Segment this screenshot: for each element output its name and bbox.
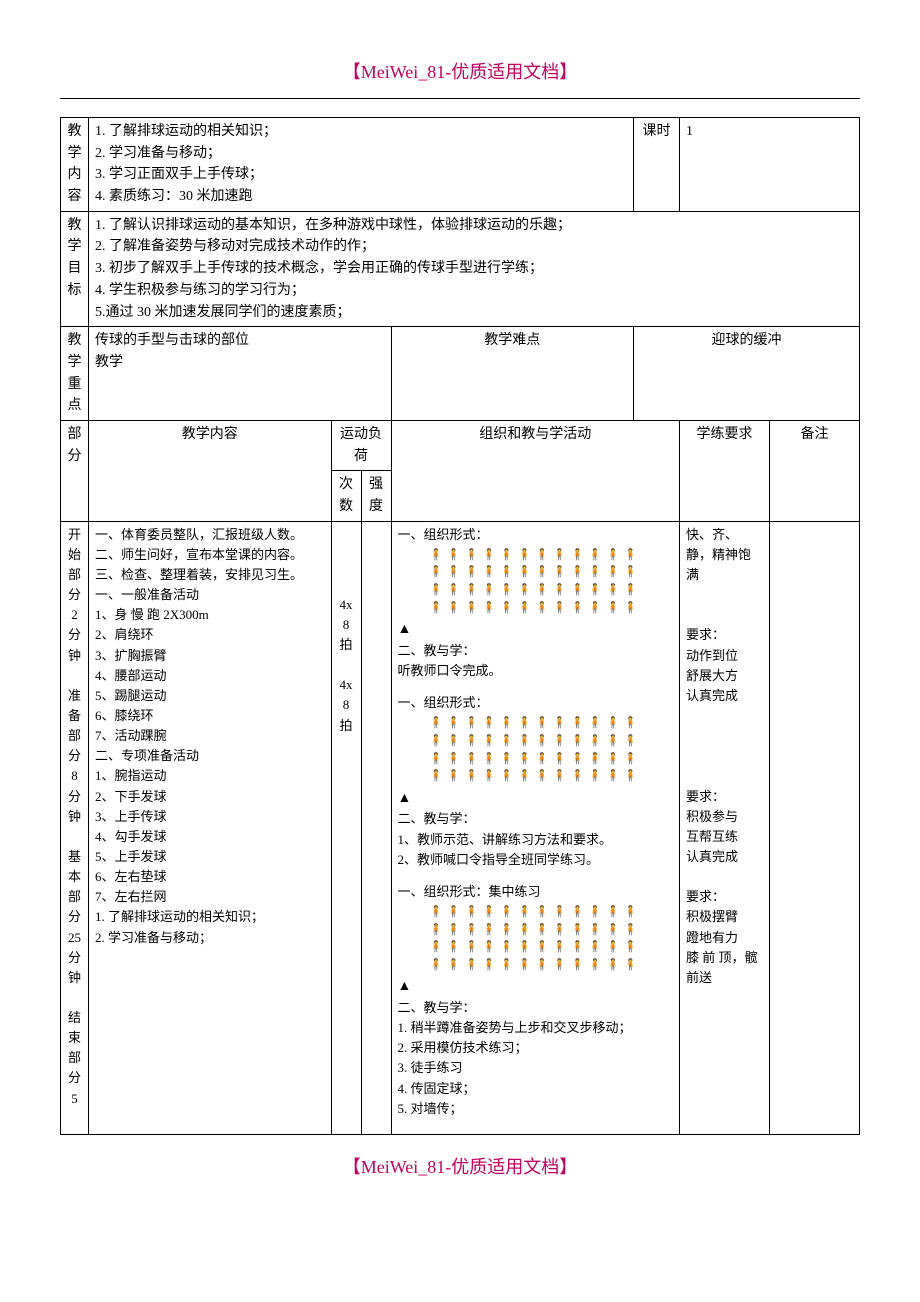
cishu-text: 4x 8 拍 4x 8 拍	[338, 595, 355, 736]
difficulty-cell: 迎球的缓冲	[634, 327, 860, 421]
label-difficulty-v: 教学难点	[391, 327, 634, 421]
org-body: 听教师口令完成。	[398, 661, 674, 681]
hdr-load: 运动负荷	[331, 420, 391, 470]
hdr-content: 教学内容	[89, 420, 332, 521]
content-text: 一、体育委员整队，汇报班级人数。 二、师生问好，宣布本堂课的内容。 三、检查、整…	[95, 525, 325, 948]
col-cishu: 4x 8 拍 4x 8 拍	[331, 521, 361, 1134]
keypoint-text: 传球的手型与击球的部位 教学	[95, 330, 385, 373]
col-qiangdu	[361, 521, 391, 1134]
org-subtitle: 二、教与学：	[398, 809, 674, 829]
triangle-marker-icon: ▲	[398, 976, 674, 998]
page-footer-title: 【MeiWei_81-优质适用文档】	[60, 1153, 860, 1179]
keypoint-cell: 传球的手型与击球的部位 教学	[89, 327, 392, 421]
col-note	[770, 521, 860, 1134]
triangle-marker-icon: ▲	[398, 788, 674, 810]
people-formation-icon: 🧍🧍🧍🧍🧍🧍🧍🧍🧍🧍🧍🧍🧍🧍🧍🧍🧍🧍🧍🧍🧍🧍🧍🧍🧍🧍🧍🧍🧍🧍🧍🧍🧍🧍🧍🧍🧍🧍🧍🧍…	[398, 547, 674, 617]
col-bufen: 开始部分 2 分 钟 准备部分 8 分 钟 基本部分 25 分 钟 结束部分 5	[61, 521, 89, 1134]
hdr-req: 学练要求	[680, 420, 770, 521]
triangle-marker-icon: ▲	[398, 619, 674, 641]
hdr-org: 组织和教与学活动	[391, 420, 680, 521]
label-teaching-content-v: 教学内容	[61, 118, 89, 212]
hdr-bufen: 部分	[61, 420, 89, 521]
teaching-content-cell: 1. 了解排球运动的相关知识； 2. 学习准备与移动； 3. 学习正面双手上手传…	[89, 118, 634, 212]
people-formation-icon: 🧍🧍🧍🧍🧍🧍🧍🧍🧍🧍🧍🧍🧍🧍🧍🧍🧍🧍🧍🧍🧍🧍🧍🧍🧍🧍🧍🧍🧍🧍🧍🧍🧍🧍🧍🧍🧍🧍🧍🧍…	[398, 715, 674, 785]
col-req: 快、齐、静，精神饱满 要求： 动作到位 舒展大方 认真完成 要求： 积极参与 互…	[680, 521, 770, 1134]
label-keypoint-v: 教学重点	[61, 327, 89, 421]
label-keshi: 课时	[634, 118, 680, 212]
col-content: 一、体育委员整队，汇报班级人数。 二、师生问好，宣布本堂课的内容。 三、检查、整…	[89, 521, 332, 1134]
goals-text: 1. 了解认识排球运动的基本知识，在多种游戏中球性，体验排球运动的乐趣； 2. …	[95, 215, 853, 323]
goals-cell: 1. 了解认识排球运动的基本知识，在多种游戏中球性，体验排球运动的乐趣； 2. …	[89, 211, 860, 326]
people-formation-icon: 🧍🧍🧍🧍🧍🧍🧍🧍🧍🧍🧍🧍🧍🧍🧍🧍🧍🧍🧍🧍🧍🧍🧍🧍🧍🧍🧍🧍🧍🧍🧍🧍🧍🧍🧍🧍🧍🧍🧍🧍…	[398, 904, 674, 974]
lesson-plan-table: 教学内容 1. 了解排球运动的相关知识； 2. 学习准备与移动； 3. 学习正面…	[60, 117, 860, 1135]
bufen-text: 开始部分 2 分 钟 准备部分 8 分 钟 基本部分 25 分 钟 结束部分 5	[67, 525, 82, 1109]
hdr-cishu: 次数	[331, 471, 361, 521]
keshi-value: 1	[680, 118, 860, 212]
col-org: 一、组织形式：🧍🧍🧍🧍🧍🧍🧍🧍🧍🧍🧍🧍🧍🧍🧍🧍🧍🧍🧍🧍🧍🧍🧍🧍🧍🧍🧍🧍🧍🧍🧍🧍🧍…	[391, 521, 680, 1134]
teaching-content-text: 1. 了解排球运动的相关知识； 2. 学习准备与移动； 3. 学习正面双手上手传…	[95, 121, 627, 208]
org-body: 1、教师示范、讲解练习方法和要求。 2、教师喊口令指导全班同学练习。	[398, 830, 674, 870]
req-text: 快、齐、静，精神饱满 要求： 动作到位 舒展大方 认真完成 要求： 积极参与 互…	[686, 525, 763, 988]
org-title: 一、组织形式：集中练习	[398, 882, 674, 902]
org-title: 一、组织形式：	[398, 525, 674, 545]
label-goals-v: 教学目标	[61, 211, 89, 326]
org-title: 一、组织形式：	[398, 693, 674, 713]
hdr-note: 备注	[770, 420, 860, 521]
org-subtitle: 二、教与学：	[398, 641, 674, 661]
header-rule	[60, 98, 860, 99]
org-subtitle: 二、教与学：	[398, 998, 674, 1018]
page-header-title: 【MeiWei_81-优质适用文档】	[60, 58, 860, 84]
org-body: 1. 稍半蹲准备姿势与上步和交叉步移动； 2. 采用模仿技术练习； 3. 徒手练…	[398, 1018, 674, 1119]
hdr-qiangdu: 强度	[361, 471, 391, 521]
